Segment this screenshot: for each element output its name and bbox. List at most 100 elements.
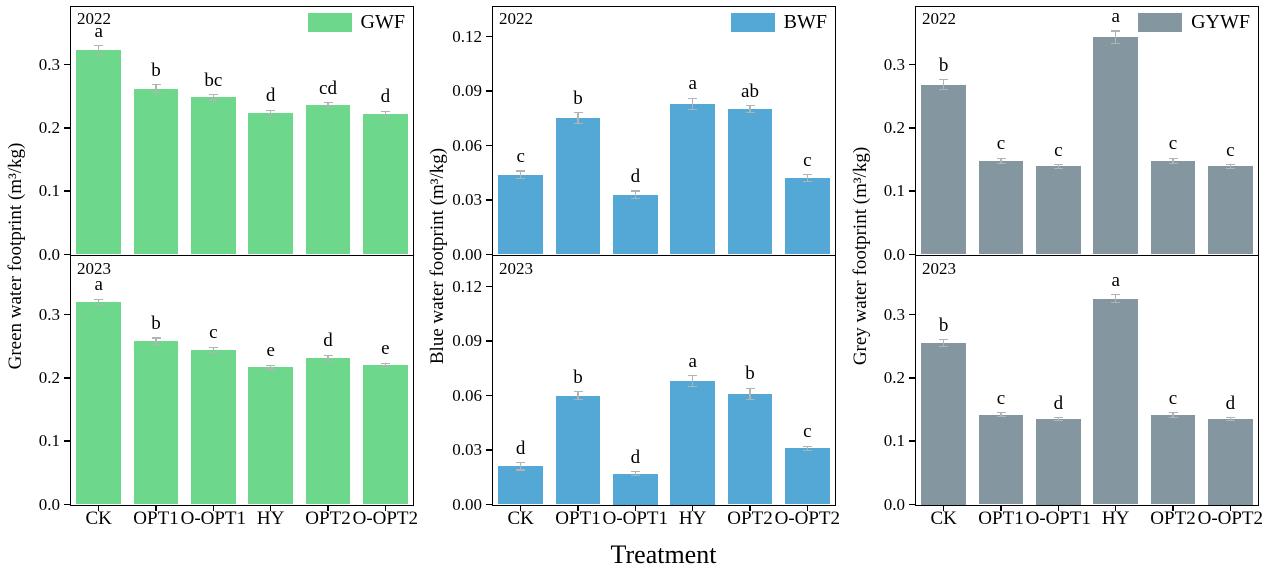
error-bar-cap: [745, 105, 755, 107]
error-bar-cap: [630, 197, 640, 199]
x-tick: [270, 506, 272, 511]
error-bar-cap: [802, 181, 812, 183]
sig-letter: a: [94, 274, 103, 296]
y-tick: [64, 63, 70, 66]
bar-GWF-2023-CK: [76, 301, 122, 505]
bar-GYWF-2023-O-OPT1: [1035, 419, 1081, 505]
y-tick-label: 0.03: [452, 190, 482, 209]
y-tick-label: 0.2: [883, 367, 905, 387]
bar-GYWF-2022-HY: [1093, 37, 1139, 255]
error-bar: [520, 462, 522, 470]
year-label-2023: 2023: [77, 259, 111, 278]
bar-GYWF-2023-O-OPT2: [1207, 419, 1253, 505]
y-tick: [64, 190, 70, 192]
error-bar-cap: [573, 112, 583, 114]
y-tick: [486, 285, 492, 288]
y-tick-label: 0.09: [452, 331, 482, 351]
error-bar: [634, 190, 636, 199]
sig-letter: a: [94, 20, 103, 42]
y-tick: [64, 440, 70, 442]
sig-letter: a: [688, 350, 697, 372]
error-bar: [1057, 417, 1059, 421]
year-label-2022: 2022: [77, 9, 111, 28]
y-tick: [64, 253, 70, 256]
bar-GYWF-2022-OPT2: [1150, 160, 1196, 255]
x-axis-title: Treatment: [610, 540, 717, 569]
sig-letter: b: [573, 87, 583, 109]
y-tick-label: 0.06: [452, 385, 482, 405]
panel-GWF-2022: [70, 6, 414, 256]
x-category-label-CK: CK: [85, 508, 112, 529]
x-category-label-OPT1: OPT1: [133, 508, 179, 529]
error-bar: [577, 391, 579, 400]
sig-letter: c: [996, 133, 1006, 155]
panel-GWF-2023: [70, 256, 414, 506]
y-tick-label: 0.3: [883, 54, 905, 74]
error-bar-cap: [323, 107, 333, 109]
sig-letter: c: [516, 145, 525, 167]
y-tick: [909, 377, 915, 379]
error-bar-cap: [94, 298, 104, 300]
error-bar-cap: [996, 412, 1006, 414]
error-bar: [327, 102, 329, 108]
bar-GWF-2022-O-OPT2: [362, 113, 408, 255]
y-tick-label: 0.00: [452, 494, 482, 514]
error-bar-cap: [516, 170, 526, 172]
error-bar-cap: [630, 471, 640, 473]
y-tick: [486, 90, 492, 92]
error-bar-cap: [208, 99, 218, 101]
error-bar: [98, 45, 100, 55]
error-bar-cap: [516, 462, 526, 464]
error-bar-cap: [266, 364, 276, 366]
y-tick-label: 0.0: [883, 244, 905, 264]
bar-GYWF-2022-OPT1: [978, 160, 1024, 255]
panel-GYWF-2023: [915, 256, 1259, 506]
y-tick: [486, 449, 492, 451]
sig-letter: e: [381, 338, 390, 360]
y-tick: [486, 253, 492, 256]
error-bar-cap: [151, 84, 161, 86]
error-bar-cap: [380, 110, 390, 112]
bar-GWF-2023-OPT1: [133, 341, 179, 505]
sig-letter: c: [1168, 133, 1178, 155]
error-bar-cap: [1168, 412, 1178, 414]
y-tick: [909, 503, 915, 506]
error-bar: [270, 110, 272, 117]
x-category-label-O-OPT2: O-OPT2: [1197, 508, 1264, 529]
error-bar-cap: [94, 303, 104, 305]
error-bar-cap: [380, 115, 390, 118]
sig-letter: b: [938, 54, 949, 76]
x-tick: [1115, 506, 1117, 511]
y-tick-label: 0.12: [452, 26, 482, 46]
x-tick: [1172, 506, 1174, 511]
y-tick-label: 0.12: [452, 276, 482, 296]
bar-BWF-2022-O-OPT2: [784, 178, 830, 255]
y-tick-label: 0.0: [883, 494, 905, 514]
error-bar-cap: [516, 177, 526, 179]
y-tick-label: 0.3: [883, 304, 905, 324]
error-bar-cap: [208, 346, 218, 349]
x-tick: [520, 506, 522, 511]
error-bar-cap: [939, 345, 949, 347]
error-bar: [806, 446, 808, 450]
sig-letter: b: [151, 312, 161, 334]
error-bar: [270, 365, 272, 369]
bar-GYWF-2023-HY: [1093, 298, 1139, 505]
y-tick-label: 0.1: [38, 431, 60, 451]
x-category-label-OPT2: OPT2: [305, 508, 351, 529]
x-category-label-OPT1: OPT1: [555, 508, 601, 529]
error-bar: [212, 94, 214, 100]
year-label-2023: 2023: [499, 259, 533, 278]
sig-letter: a: [1111, 5, 1120, 27]
x-category-label-O-OPT1: O-OPT1: [1025, 508, 1092, 529]
bar-GYWF-2023-CK: [921, 343, 967, 505]
error-bar-cap: [151, 337, 161, 339]
y-tick: [64, 313, 70, 316]
x-category-label-O-OPT1: O-OPT1: [180, 508, 247, 529]
y-tick-label: 0.0: [38, 244, 60, 264]
error-bar: [1057, 164, 1059, 169]
error-bar: [749, 105, 751, 113]
year-label-2023: 2023: [922, 259, 956, 278]
x-category-label-HY: HY: [678, 508, 707, 529]
